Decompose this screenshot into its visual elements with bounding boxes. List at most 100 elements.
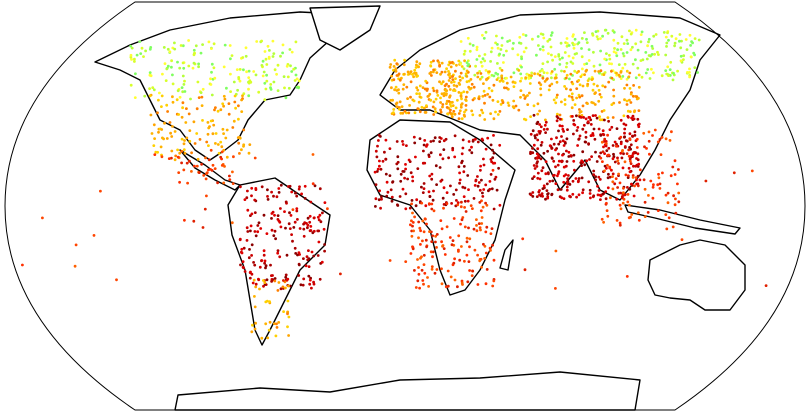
station-dot (236, 88, 240, 92)
station-dot (611, 29, 615, 33)
station-dot (666, 201, 670, 205)
station-dot (396, 155, 400, 159)
station-dot (558, 124, 562, 128)
station-dot (214, 132, 218, 135)
station-dot (276, 249, 280, 253)
station-dot (645, 147, 648, 150)
station-dot (223, 97, 227, 101)
station-dot (657, 53, 660, 56)
station-dot (483, 53, 487, 56)
station-dot (554, 76, 558, 80)
station-dot (505, 49, 508, 53)
station-dot (227, 102, 231, 105)
station-dot (628, 110, 632, 113)
station-dot (477, 97, 481, 101)
station-dot (205, 140, 209, 144)
station-dot (492, 151, 496, 155)
station-dot (212, 123, 216, 127)
station-dot (210, 70, 213, 74)
station-dot (292, 226, 296, 229)
station-dot (129, 83, 133, 87)
station-dot (184, 121, 188, 124)
station-dot (445, 67, 448, 71)
station-dot (454, 188, 458, 192)
station-dot (286, 312, 289, 316)
station-dot (468, 237, 472, 241)
station-dot (480, 178, 483, 182)
station-dot (254, 73, 258, 77)
station-dot (265, 278, 269, 282)
station-dot (635, 182, 638, 186)
station-dot (389, 98, 393, 102)
station-dot (323, 201, 327, 205)
station-dot (644, 71, 648, 75)
station-dot (178, 66, 182, 70)
station-dot (542, 151, 546, 155)
station-dot (564, 76, 568, 80)
station-dot (133, 57, 136, 61)
station-dot (556, 174, 559, 178)
station-dot (466, 174, 470, 177)
station-dot (497, 166, 500, 170)
station-dot (628, 157, 632, 161)
station-dot (622, 191, 625, 195)
station-dot (186, 181, 190, 185)
station-dot (284, 226, 287, 230)
station-dot (541, 48, 545, 52)
station-dot (677, 168, 680, 171)
station-dot (173, 158, 177, 162)
station-dot (276, 289, 280, 292)
station-dot (266, 44, 270, 48)
station-dot (403, 58, 406, 62)
station-dot (617, 172, 620, 176)
station-dot (584, 117, 588, 121)
station-dot (316, 254, 320, 257)
station-dot (281, 51, 284, 55)
station-dot (460, 281, 464, 285)
station-dot (524, 76, 528, 80)
station-dot (578, 108, 581, 111)
station-dot (658, 182, 662, 186)
station-dot (530, 71, 534, 75)
station-dot (476, 140, 480, 144)
station-dot (639, 40, 643, 44)
station-dot (509, 75, 513, 79)
station-dot (199, 51, 203, 55)
station-dot (478, 201, 482, 204)
station-dot (623, 127, 627, 131)
station-dot (201, 119, 204, 122)
station-dot (465, 61, 469, 64)
station-dot (188, 129, 192, 133)
station-dot (293, 79, 297, 82)
station-dot (481, 33, 484, 37)
station-dot (467, 226, 470, 230)
station-dot (211, 163, 215, 167)
station-dot (383, 150, 386, 154)
station-dot (618, 221, 622, 225)
station-dot (538, 70, 542, 73)
station-dot (587, 59, 591, 62)
station-dot (414, 204, 418, 208)
station-dot (495, 78, 499, 81)
station-dot (484, 251, 488, 255)
station-dot (171, 73, 174, 77)
station-dot (637, 122, 641, 126)
station-dot (619, 77, 623, 80)
station-dot (453, 89, 457, 92)
station-dot (459, 40, 463, 43)
station-dot (246, 230, 250, 233)
station-dot (385, 180, 389, 184)
station-dot (207, 40, 211, 44)
station-dot (418, 137, 422, 141)
station-dot (630, 182, 633, 186)
station-dot (660, 74, 664, 78)
station-dot (445, 202, 449, 206)
station-dot (470, 151, 474, 155)
station-dot (201, 87, 205, 91)
station-dot (297, 187, 301, 191)
station-dot (522, 93, 525, 97)
station-dot (601, 160, 604, 164)
station-dot (409, 171, 413, 175)
station-dot (439, 219, 443, 223)
station-dot (423, 106, 426, 110)
